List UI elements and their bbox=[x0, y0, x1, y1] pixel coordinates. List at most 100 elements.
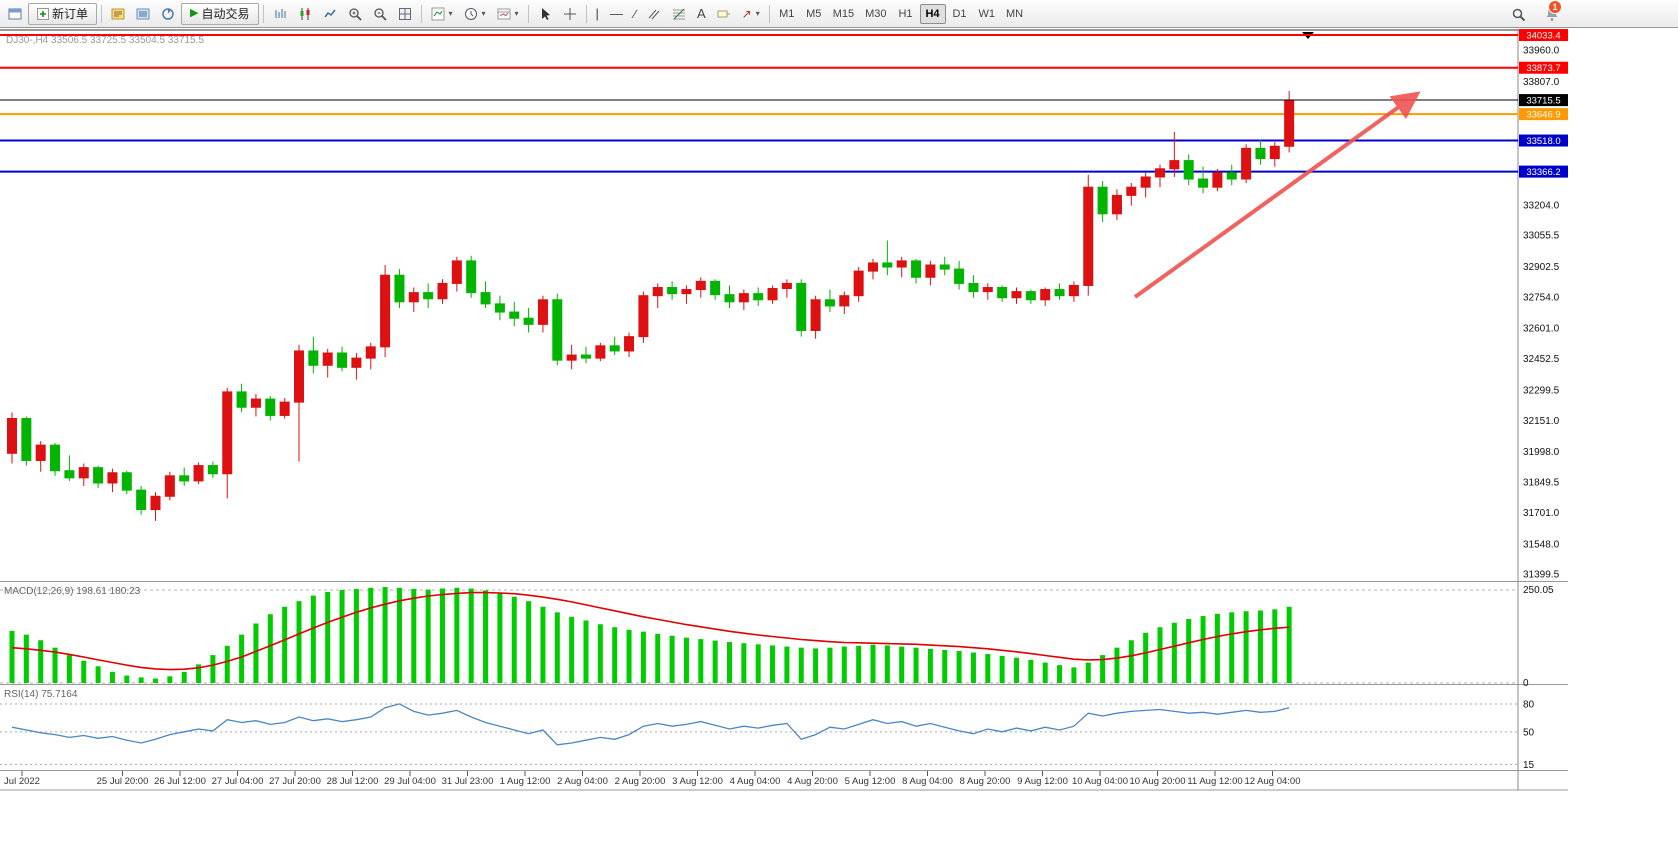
search-button[interactable] bbox=[1506, 3, 1531, 25]
timeframe-m30[interactable]: M30 bbox=[860, 4, 891, 24]
candle bbox=[939, 264, 950, 270]
horizontal-line-icon: — bbox=[609, 6, 623, 21]
time-tick-label: 28 Jul 12:00 bbox=[327, 776, 379, 787]
macd-histogram-bar bbox=[81, 660, 87, 683]
macd-histogram-bar bbox=[396, 587, 402, 683]
horizontal-line-tool-button[interactable]: — bbox=[605, 3, 628, 25]
time-tick-label: 11 Aug 12:00 bbox=[1187, 776, 1242, 787]
macd-histogram-bar bbox=[856, 645, 862, 683]
candle bbox=[1111, 194, 1122, 215]
notifications-button[interactable]: 1 bbox=[1539, 0, 1565, 25]
svg-text:50: 50 bbox=[1523, 727, 1535, 738]
crosshair-tool-button[interactable] bbox=[558, 3, 582, 25]
toolbar-separator bbox=[420, 4, 422, 23]
tile-windows-button[interactable] bbox=[393, 3, 417, 25]
candle bbox=[1226, 172, 1237, 180]
zoom-in-button[interactable] bbox=[343, 3, 367, 25]
channel-tool-button[interactable] bbox=[642, 3, 666, 25]
chart-background[interactable] bbox=[0, 28, 1678, 790]
svg-text:33366.2: 33366.2 bbox=[1526, 167, 1560, 178]
timeframe-h4[interactable]: H4 bbox=[919, 3, 946, 24]
indicators-dropdown[interactable]: ▾ bbox=[426, 3, 458, 25]
candle bbox=[78, 467, 89, 479]
timeframe-m5[interactable]: M5 bbox=[801, 4, 827, 24]
trendline-tool-button[interactable]: ∕ bbox=[629, 3, 641, 25]
bar-chart-icon bbox=[275, 8, 285, 18]
macd-histogram-bar bbox=[1085, 662, 1091, 683]
market-watch-button[interactable] bbox=[106, 3, 130, 25]
fibonacci-tool-button[interactable] bbox=[667, 3, 691, 25]
price-tick-label: 33204.0 bbox=[1523, 200, 1560, 211]
cursor-tool-button[interactable] bbox=[533, 3, 557, 25]
timeframe-d1[interactable]: D1 bbox=[947, 4, 973, 24]
zoom-out-button[interactable] bbox=[368, 3, 392, 25]
navigator-button[interactable] bbox=[156, 3, 180, 25]
candle bbox=[1040, 289, 1051, 301]
new-order-label: 新订单 bbox=[52, 7, 89, 21]
macd-histogram-bar bbox=[23, 634, 29, 683]
autotrading-play-icon: ▶ bbox=[190, 7, 199, 19]
panel-borders bbox=[0, 29, 1568, 791]
toolbar-separator bbox=[585, 4, 587, 23]
chart-window-button[interactable] bbox=[3, 3, 27, 25]
new-order-button[interactable]: 新订单 bbox=[28, 2, 98, 25]
candle bbox=[595, 345, 606, 359]
candlestick-chart-button[interactable] bbox=[293, 3, 317, 25]
annotations[interactable] bbox=[1133, 91, 1421, 299]
timeframe-h1[interactable]: H1 bbox=[893, 4, 919, 24]
price-axis[interactable]: 33960.0 33807.0 33204.0 33055.5 32902.5 32754… bbox=[1519, 29, 1568, 581]
rsi-panel: 80 50 15 RSI(14) 75.7164 bbox=[0, 689, 1535, 771]
macd-histogram-bar bbox=[440, 588, 445, 683]
macd-histogram-bar bbox=[267, 614, 273, 683]
macd-histogram-bar bbox=[526, 601, 532, 683]
timeframe-m1[interactable]: M1 bbox=[774, 4, 800, 24]
macd-histogram-bar bbox=[597, 624, 603, 683]
macd-histogram-bar bbox=[927, 648, 933, 683]
macd-histogram-bar bbox=[153, 678, 158, 683]
macd-histogram-bar bbox=[1100, 655, 1106, 683]
text-tool-button[interactable]: A bbox=[692, 3, 711, 25]
macd-histogram-bar bbox=[1229, 612, 1235, 683]
candle bbox=[896, 260, 907, 268]
macd-histogram-bar bbox=[1014, 657, 1019, 683]
macd-histogram-bar bbox=[38, 640, 44, 683]
bar-chart-button[interactable] bbox=[268, 3, 292, 25]
candle bbox=[552, 299, 563, 361]
time-axis[interactable]: Jul 2022 25 Jul 20:00 26 Jul 12:00 27 Jul 0… bbox=[4, 771, 1301, 787]
time-tick-label: Jul 2022 bbox=[4, 776, 40, 787]
label-tool-button[interactable] bbox=[712, 3, 736, 25]
periods-dropdown[interactable]: ▾ bbox=[459, 3, 491, 25]
candle bbox=[968, 282, 979, 293]
templates-dropdown[interactable]: ▾ bbox=[492, 3, 524, 25]
timeframe-mn[interactable]: MN bbox=[1001, 4, 1028, 24]
macd-histogram-bar bbox=[1114, 647, 1120, 683]
timeframe-m15[interactable]: M15 bbox=[828, 4, 859, 24]
macd-histogram-bar bbox=[468, 588, 474, 683]
macd-histogram-bar bbox=[626, 629, 632, 683]
vertical-line-tool-button[interactable]: | bbox=[591, 3, 604, 25]
horizontal-lines[interactable] bbox=[0, 34, 1518, 173]
macd-histogram-bar bbox=[1272, 609, 1278, 683]
autotrading-button[interactable]: ▶ 自动交易 bbox=[181, 2, 259, 25]
candle bbox=[624, 336, 635, 352]
candle bbox=[7, 418, 17, 454]
price-tick-label: 32452.5 bbox=[1523, 354, 1560, 365]
trend-arrow-annotation[interactable] bbox=[1133, 91, 1421, 299]
candle bbox=[394, 274, 405, 303]
price-tick-label: 31548.0 bbox=[1523, 539, 1560, 550]
candle bbox=[824, 299, 835, 307]
arrows-dropdown[interactable]: ↗ ▾ bbox=[737, 3, 765, 25]
candle bbox=[50, 444, 61, 472]
price-line-label bbox=[1519, 134, 1568, 147]
svg-text:33873.7: 33873.7 bbox=[1526, 63, 1560, 74]
line-chart-icon bbox=[323, 9, 336, 17]
timeframe-w1[interactable]: W1 bbox=[974, 4, 1001, 24]
candle bbox=[523, 317, 534, 325]
line-chart-button[interactable] bbox=[318, 3, 342, 25]
macd-histogram-bar bbox=[483, 590, 489, 683]
candle bbox=[451, 260, 462, 284]
candle bbox=[667, 286, 678, 295]
data-window-button[interactable] bbox=[131, 3, 155, 25]
macd-histogram-bar bbox=[1257, 610, 1263, 683]
